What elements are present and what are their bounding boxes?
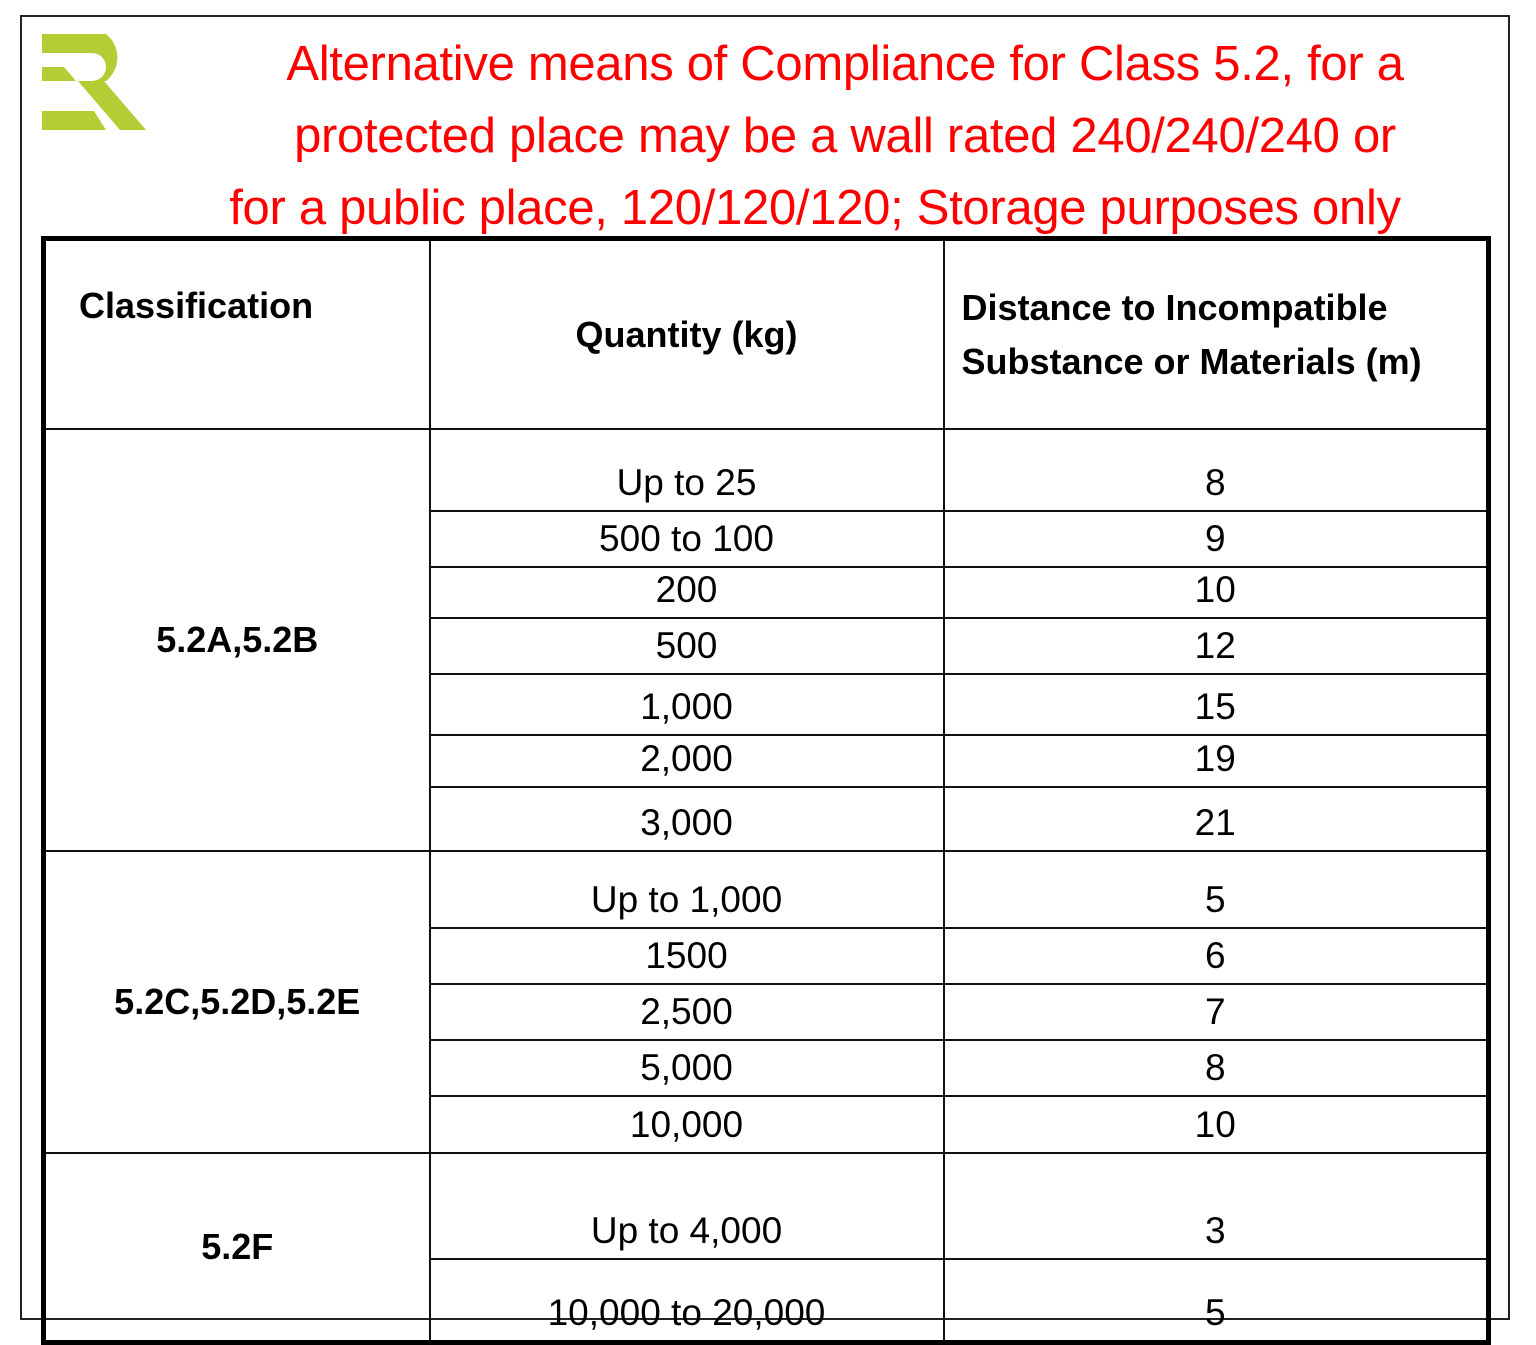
- distance-cell: 6: [943, 927, 1490, 985]
- classification-cell: 5.2A,5.2B: [42, 428, 431, 852]
- quantity-cell: 10,000 to 20,000: [429, 1258, 945, 1343]
- table-row: 2,500 7: [44, 983, 1490, 1041]
- er-logo: [42, 34, 146, 130]
- quantity-cell: 1,000: [429, 673, 945, 736]
- distance-cell: 12: [943, 617, 1490, 675]
- table-row: 2,000 19: [44, 734, 1490, 788]
- classification-group: 5.2F Up to 4,000 3 10,000 to 20,000 5: [42, 1152, 1490, 1343]
- distance-cell: 15: [943, 673, 1490, 736]
- quantity-cell: 10,000: [429, 1095, 945, 1154]
- table-row: 200 10: [44, 566, 1490, 619]
- title-line: protected place may be a wall rated 240/…: [294, 109, 1396, 163]
- table-row: 3,000 21: [44, 786, 1490, 852]
- quantity-cell: 1500: [429, 927, 945, 985]
- distance-cell: 5: [943, 850, 1490, 929]
- header-distance: Distance to Incompatible Substance or Ma…: [943, 237, 1490, 430]
- quantity-cell: Up to 4,000: [429, 1152, 945, 1260]
- distance-cell: 19: [943, 734, 1490, 788]
- quantity-cell: 200: [429, 566, 945, 619]
- table-row: 500 12: [44, 617, 1490, 675]
- distance-cell: 21: [943, 786, 1490, 852]
- title-line: for a public place, 120/120/120; Storage…: [229, 181, 1401, 235]
- quantity-cell: Up to 25: [429, 428, 945, 512]
- distance-cell: 10: [943, 566, 1490, 619]
- distance-cell: 9: [943, 510, 1490, 568]
- distance-cell: 7: [943, 983, 1490, 1041]
- table-row: 1,000 15: [44, 673, 1490, 736]
- compliance-table: Classification Quantity (kg) Distance to…: [41, 236, 1491, 1345]
- distance-cell: 5: [943, 1258, 1490, 1343]
- quantity-cell: 5,000: [429, 1039, 945, 1097]
- quantity-cell: 3,000: [429, 786, 945, 852]
- distance-cell: 8: [943, 1039, 1490, 1097]
- distance-cell: 3: [943, 1152, 1490, 1260]
- classification-cell: 5.2F: [42, 1152, 431, 1343]
- table-row: 10,000 10: [44, 1095, 1490, 1154]
- header-quantity: Quantity (kg): [429, 237, 945, 430]
- table-row: 5.2C,5.2D,5.2E Up to 1,000 5: [42, 850, 1490, 1154]
- classification-group: 5.2A,5.2B Up to 25 8 500 to 100 9 200 10 500 12 1…: [42, 428, 1490, 852]
- quantity-cell: Up to 1,000: [429, 850, 945, 929]
- quantity-cell: 500 to 100: [429, 510, 945, 568]
- header-distance-line2: Substance or Materials (m): [961, 340, 1422, 382]
- header-distance-line1: Distance to Incompatible: [961, 286, 1388, 328]
- quantity-cell: 500: [429, 617, 945, 675]
- table-row: 5.2A,5.2B Up to 25 8: [42, 428, 1490, 852]
- quantity-cell: 2,500: [429, 983, 945, 1041]
- distance-cell: 8: [943, 428, 1490, 512]
- table-row: 5.2F Up to 4,000 3: [42, 1152, 1490, 1343]
- table-row: 500 to 100 9: [44, 510, 1490, 568]
- page-title: Alternative means of Compliance for Clas…: [140, 28, 1490, 244]
- distance-cell: 10: [943, 1095, 1490, 1154]
- table-row: 5,000 8: [44, 1039, 1490, 1097]
- header-row: Classification Quantity (kg) Distance to…: [42, 237, 1490, 430]
- classification-cell: 5.2C,5.2D,5.2E: [42, 850, 431, 1154]
- table-row: 1500 6: [44, 927, 1490, 985]
- quantity-cell: 2,000: [429, 734, 945, 788]
- header-classification: Classification: [42, 237, 431, 430]
- title-line: Alternative means of Compliance for Clas…: [286, 37, 1404, 91]
- classification-group: 5.2C,5.2D,5.2E Up to 1,000 5 1500 6 2,500 7 5,0…: [42, 850, 1490, 1154]
